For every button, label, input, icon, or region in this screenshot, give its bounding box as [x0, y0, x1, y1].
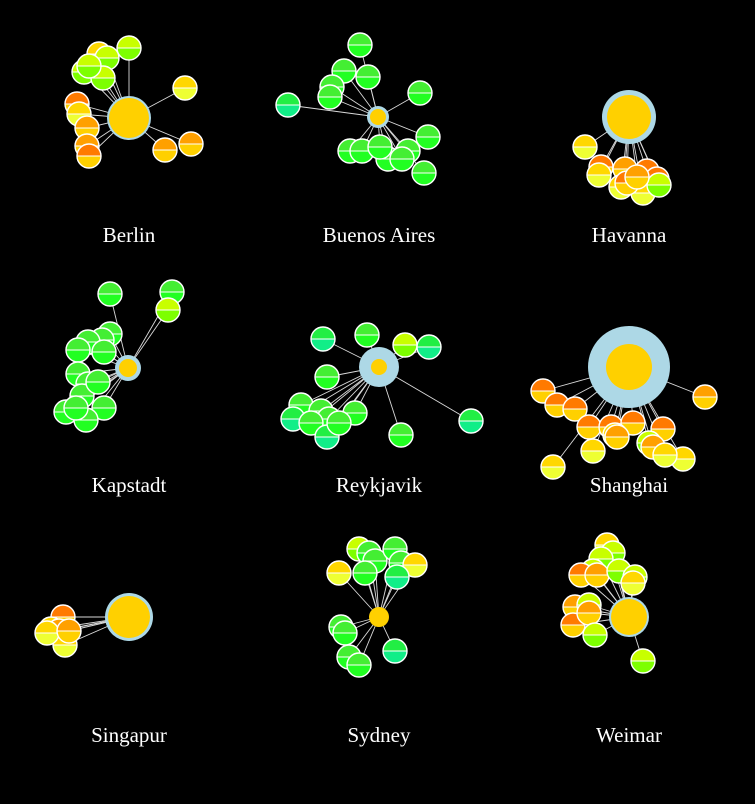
city-network-kapstadt: Kapstadt	[4, 250, 254, 500]
network-node	[415, 124, 441, 150]
network-graph	[560, 532, 656, 674]
network-node	[34, 620, 60, 646]
network-node	[630, 648, 656, 674]
network-node	[382, 638, 408, 664]
network-graph	[275, 32, 441, 186]
network-graph	[34, 593, 153, 658]
city-label: Kapstadt	[91, 473, 167, 497]
city-label: Sydney	[347, 723, 411, 747]
network-node	[604, 424, 630, 450]
network-node	[326, 560, 352, 586]
network-node	[76, 143, 102, 169]
network-node	[56, 618, 82, 644]
network-node	[91, 339, 117, 365]
network-node	[152, 137, 178, 163]
city-label: Berlin	[102, 223, 156, 247]
network-graph	[530, 326, 718, 480]
hub-node	[602, 90, 656, 144]
network-node	[352, 560, 378, 586]
network-node	[65, 337, 91, 363]
city-label: Reykjavik	[335, 473, 423, 497]
network-graph	[53, 279, 185, 433]
network-node	[580, 438, 606, 464]
network-node	[347, 32, 373, 58]
network-node	[355, 64, 381, 90]
network-node	[155, 297, 181, 323]
network-node	[392, 332, 418, 358]
network-edge	[287, 104, 379, 118]
network-node	[544, 392, 570, 418]
hub-node	[609, 597, 649, 637]
network-node	[388, 422, 414, 448]
network-graph	[326, 536, 428, 678]
network-node	[97, 281, 123, 307]
network-node	[586, 162, 612, 188]
network-node	[576, 414, 602, 440]
network-node	[652, 442, 678, 468]
network-node	[172, 75, 198, 101]
network-node	[620, 570, 646, 596]
hub-node	[115, 355, 141, 381]
city-network-berlin: Berlin	[4, 0, 254, 250]
city-network-havanna: Havanna	[504, 0, 754, 250]
network-node	[692, 384, 718, 410]
network-node	[540, 454, 566, 480]
city-label: Buenos Aires	[322, 223, 436, 247]
network-graph	[280, 322, 484, 450]
network-node	[275, 92, 301, 118]
network-graph	[572, 90, 672, 206]
network-node	[85, 369, 111, 395]
network-node	[326, 410, 352, 436]
hub-node	[107, 96, 151, 140]
city-network-weimar: Weimar	[504, 500, 754, 750]
network-node	[407, 80, 433, 106]
hub-node	[588, 326, 670, 408]
city-label: Weimar	[596, 723, 662, 747]
network-node	[411, 160, 437, 186]
network-node	[572, 134, 598, 160]
network-node	[346, 652, 372, 678]
hub-node	[369, 607, 389, 627]
network-node	[367, 134, 393, 160]
network-node	[458, 408, 484, 434]
network-node	[310, 326, 336, 352]
network-node	[384, 564, 410, 590]
hub-node	[367, 106, 389, 128]
city-network-reykjavik: Reykjavik	[254, 250, 504, 500]
network-node	[646, 172, 672, 198]
network-node	[584, 562, 610, 588]
network-node	[624, 164, 650, 190]
network-node	[389, 146, 415, 172]
city-label: Shanghai	[589, 473, 669, 497]
network-node	[354, 322, 380, 348]
network-node	[332, 620, 358, 646]
hub-node	[105, 593, 153, 641]
network-node	[178, 131, 204, 157]
network-node	[582, 622, 608, 648]
network-node	[576, 600, 602, 626]
network-node	[116, 35, 142, 61]
network-node	[314, 364, 340, 390]
network-node	[76, 53, 102, 79]
city-network-sydney: Sydney	[254, 500, 504, 750]
network-node	[317, 84, 343, 110]
hub-node	[359, 347, 399, 387]
network-graph	[64, 35, 204, 169]
city-label: Singapur	[91, 723, 167, 747]
network-node	[63, 395, 89, 421]
network-node	[562, 396, 588, 422]
city-label: Havanna	[591, 223, 667, 247]
city-network-shanghai: Shanghai	[504, 250, 754, 500]
network-node	[416, 334, 442, 360]
city-network-buenos-aires: Buenos Aires	[254, 0, 504, 250]
city-network-singapur: Singapur	[4, 500, 254, 750]
